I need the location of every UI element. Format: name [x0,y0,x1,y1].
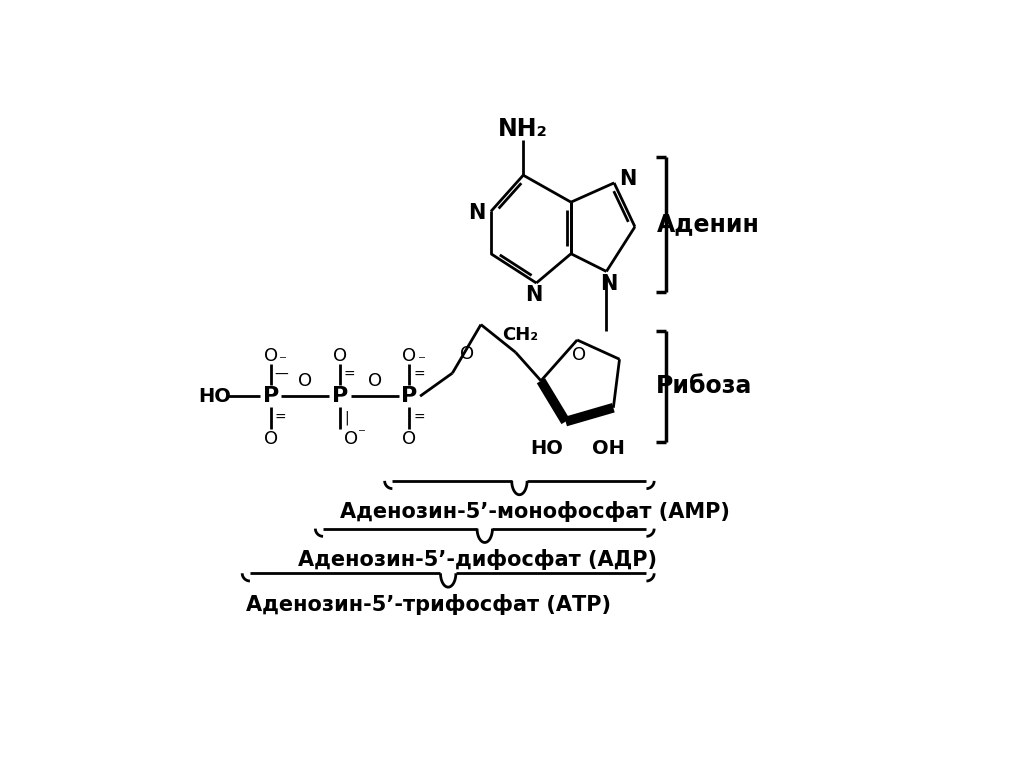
Text: =: = [413,411,425,425]
Text: O: O [263,430,278,447]
Text: HO: HO [530,439,563,458]
Text: =: = [274,411,286,425]
Text: N: N [620,169,637,189]
Text: =: = [413,367,425,382]
Text: O: O [298,372,312,390]
Text: OH: OH [592,439,625,458]
Text: CH₂: CH₂ [502,327,539,344]
Text: O: O [460,345,474,363]
Text: O: O [333,347,347,365]
Text: O: O [344,430,357,447]
Text: N: N [468,203,485,223]
Text: Аденозин-5’-дифосфат (АДР): Аденозин-5’-дифосфат (АДР) [298,549,656,570]
Text: =: = [344,367,355,382]
Text: NH₂: NH₂ [499,117,548,141]
Text: O: O [571,347,586,364]
Text: O: O [263,347,278,365]
Text: Рибоза: Рибоза [656,374,753,398]
Text: Аденозин-5’-трифосфат (АТР): Аденозин-5’-трифосфат (АТР) [247,594,611,614]
Text: ⁻: ⁻ [357,426,366,442]
Text: Аденин: Аденин [656,212,760,236]
Text: O: O [402,430,417,447]
Text: P: P [401,387,418,407]
Text: Аденозин-5’-монофосфат (АМР): Аденозин-5’-монофосфат (АМР) [340,501,730,522]
Text: |: | [344,410,348,425]
Text: N: N [525,285,543,305]
Text: HO: HO [198,387,231,406]
Text: ⁻: ⁻ [418,354,426,368]
Text: O: O [402,347,417,365]
Text: P: P [332,387,348,407]
Text: O: O [368,372,382,390]
Text: P: P [262,387,279,407]
Text: N: N [600,274,617,294]
Text: ⁻: ⁻ [279,354,287,368]
Text: —: — [274,367,289,382]
